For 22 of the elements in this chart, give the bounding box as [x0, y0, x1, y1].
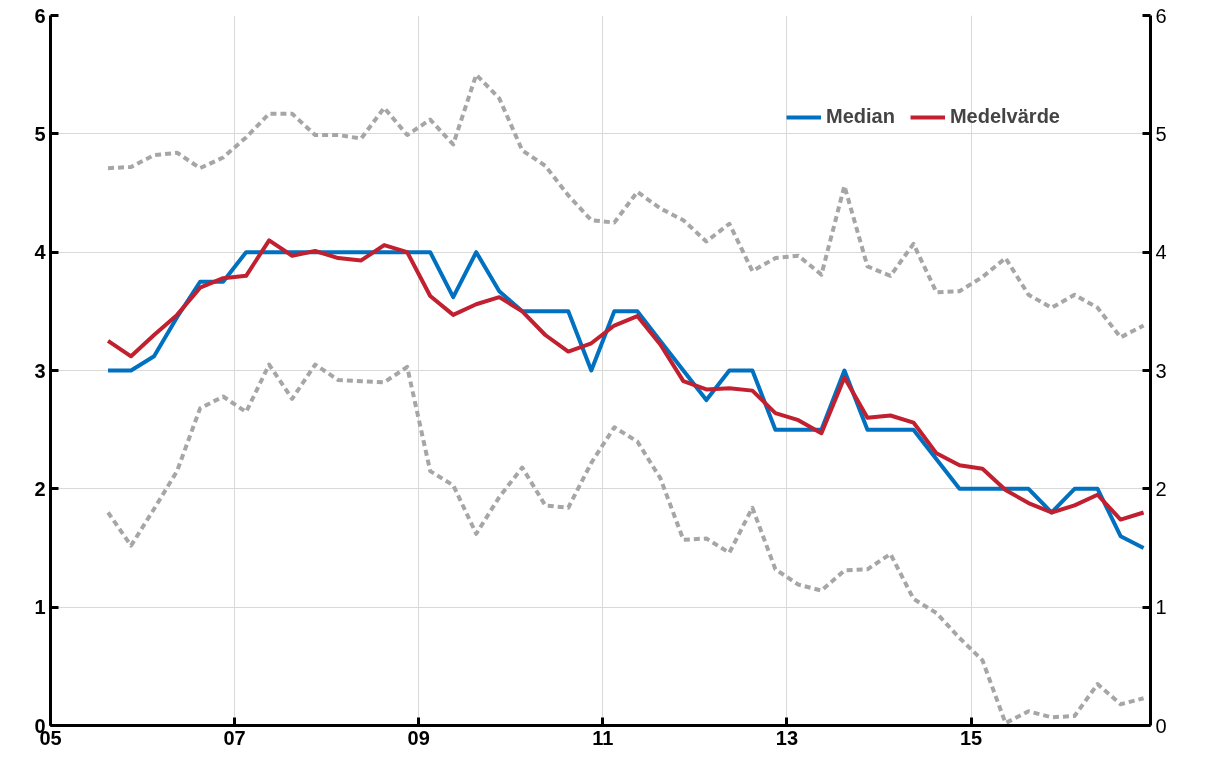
y-tick-label: 5 [34, 122, 46, 145]
y-tick-label: 6 [34, 4, 46, 27]
y-tick-label: 3 [34, 359, 46, 382]
y2-tick-label: 1 [1155, 596, 1167, 619]
legend-label: Median [826, 105, 895, 128]
line-series [106, 72, 1146, 340]
y-tick-label: 4 [34, 241, 47, 264]
y2-tick-label: 0 [1155, 714, 1167, 737]
y2-tick-label: 5 [1155, 122, 1167, 145]
y2-tick-label: 4 [1155, 241, 1167, 264]
y2-tick-label: 2 [1155, 477, 1167, 500]
x-tick-label: 13 [775, 726, 799, 749]
line-series [106, 362, 1146, 726]
x-tick-label: 11 [592, 726, 614, 749]
x-tick-label: 09 [407, 726, 430, 749]
legend-label: Medelvärde [949, 105, 1060, 128]
x-tick-label: 15 [959, 726, 983, 749]
y-tick-label: 2 [34, 477, 46, 500]
y2-tick-label: 6 [1155, 4, 1167, 27]
y2-tick-label: 3 [1155, 359, 1167, 382]
x-tick-label: 07 [223, 726, 246, 749]
y-tick-label: 1 [34, 596, 46, 619]
